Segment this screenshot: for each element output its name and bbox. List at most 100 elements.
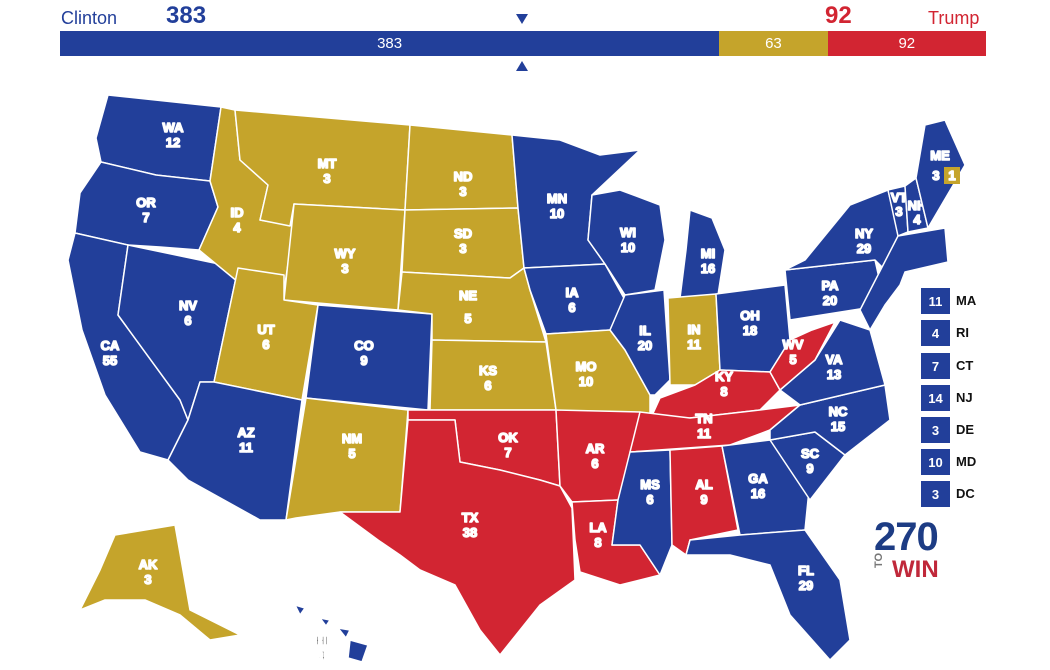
small-state-box-CT[interactable]: 7 [921, 353, 950, 379]
small-state-label-MD: MD [956, 454, 977, 469]
small-state-box-MD[interactable]: 10 [921, 449, 950, 475]
bar-segment-trump: 92 [827, 31, 986, 56]
svg-text:SD: SD [454, 226, 472, 241]
svg-text:NE: NE [459, 288, 477, 303]
svg-text:NC: NC [829, 404, 848, 419]
svg-text:10: 10 [579, 374, 593, 389]
right-candidate-name: Trump [928, 8, 980, 28]
state-HI[interactable]: HI4 [294, 604, 369, 664]
state-VT[interactable]: VT3 [887, 185, 909, 237]
svg-text:10: 10 [550, 206, 564, 221]
state-WY[interactable]: WY3 [283, 203, 406, 311]
state-ND[interactable]: ND3 [404, 124, 519, 211]
svg-text:9: 9 [700, 492, 707, 507]
svg-text:GA: GA [748, 471, 768, 486]
state-WV[interactable]: WV5 [769, 321, 836, 391]
svg-text:WV: WV [783, 337, 804, 352]
svg-text:3: 3 [895, 204, 902, 219]
svg-text:HI: HI [316, 633, 329, 648]
right-candidate-votes: 92 [825, 2, 852, 29]
svg-text:NM: NM [342, 431, 362, 446]
svg-text:8: 8 [594, 535, 601, 550]
svg-text:4: 4 [318, 648, 326, 663]
svg-text:OR: OR [136, 195, 156, 210]
svg-text:IL: IL [639, 323, 651, 338]
small-state-label-NJ: NJ [956, 390, 973, 405]
svg-text:29: 29 [799, 578, 813, 593]
svg-text:9: 9 [360, 353, 367, 368]
svg-text:OK: OK [498, 430, 518, 445]
svg-text:29: 29 [857, 241, 871, 256]
svg-text:OH: OH [740, 308, 760, 323]
state-KS[interactable]: KS6 [429, 339, 557, 411]
svg-text:6: 6 [184, 313, 191, 328]
svg-text:VT: VT [891, 190, 908, 205]
svg-text:CA: CA [101, 338, 120, 353]
svg-text:55: 55 [103, 353, 117, 368]
svg-text:6: 6 [646, 492, 653, 507]
svg-text:6: 6 [591, 456, 598, 471]
left-candidate-name: Clinton [61, 8, 118, 28]
svg-text:ME: ME [930, 148, 950, 163]
logo-win: WIN [892, 556, 939, 583]
svg-text:MI: MI [701, 246, 715, 261]
small-state-box-NJ[interactable]: 14 [921, 385, 950, 411]
svg-text:38: 38 [463, 525, 477, 540]
state-ME[interactable]: ME 3 [915, 119, 966, 229]
svg-text:4: 4 [233, 220, 241, 235]
state-ME-CD2[interactable]: 1 [944, 167, 960, 184]
bar-segment-tossup: 63 [719, 31, 828, 56]
svg-text:7: 7 [142, 210, 149, 225]
svg-text:20: 20 [823, 293, 837, 308]
small-state-box-DC[interactable]: 3 [921, 481, 950, 507]
bar-segment-clinton: 383 [60, 31, 720, 56]
svg-text:9: 9 [806, 461, 813, 476]
state-SC[interactable]: SC9 [769, 431, 846, 501]
small-state-box-DE[interactable]: 3 [921, 417, 950, 443]
svg-text:3: 3 [459, 241, 466, 256]
svg-text:3: 3 [932, 168, 939, 183]
small-state-label-DC: DC [956, 486, 975, 501]
svg-text:3: 3 [341, 261, 348, 276]
state-MA-CT-RI-NJ-area[interactable] [859, 227, 949, 331]
small-state-box-RI[interactable]: 4 [921, 320, 950, 346]
svg-text:11: 11 [687, 337, 701, 352]
svg-text:18: 18 [743, 323, 757, 338]
svg-text:6: 6 [484, 378, 491, 393]
state-CO[interactable]: CO9 [305, 304, 433, 411]
state-NM[interactable]: NM5 [285, 397, 409, 521]
state-AK[interactable]: AK3 [79, 524, 241, 641]
svg-text:5: 5 [789, 352, 796, 367]
svg-text:6: 6 [262, 337, 269, 352]
electoral-vote-bar: 383 63 92 [60, 31, 986, 56]
svg-text:13: 13 [827, 367, 841, 382]
state-OR[interactable]: OR7 [74, 161, 219, 251]
state-SD[interactable]: SD3 [401, 207, 525, 279]
svg-text:TX: TX [462, 510, 479, 525]
state-IA[interactable]: IA6 [523, 263, 626, 335]
small-state-box-MA[interactable]: 11 [921, 288, 950, 314]
state-AR[interactable]: AR6 [555, 409, 641, 503]
svg-text:TN: TN [695, 411, 712, 426]
svg-text:7: 7 [504, 445, 511, 460]
svg-text:4: 4 [913, 212, 921, 227]
svg-text:3: 3 [459, 184, 466, 199]
small-state-label-DE: DE [956, 422, 975, 437]
small-state-label-CT: CT [956, 358, 974, 373]
svg-text:NV: NV [179, 298, 197, 313]
svg-text:NY: NY [855, 226, 873, 241]
svg-text:CO: CO [354, 338, 374, 353]
svg-text:VA: VA [825, 352, 843, 367]
svg-text:11: 11 [239, 440, 253, 455]
svg-text:WY: WY [335, 246, 356, 261]
